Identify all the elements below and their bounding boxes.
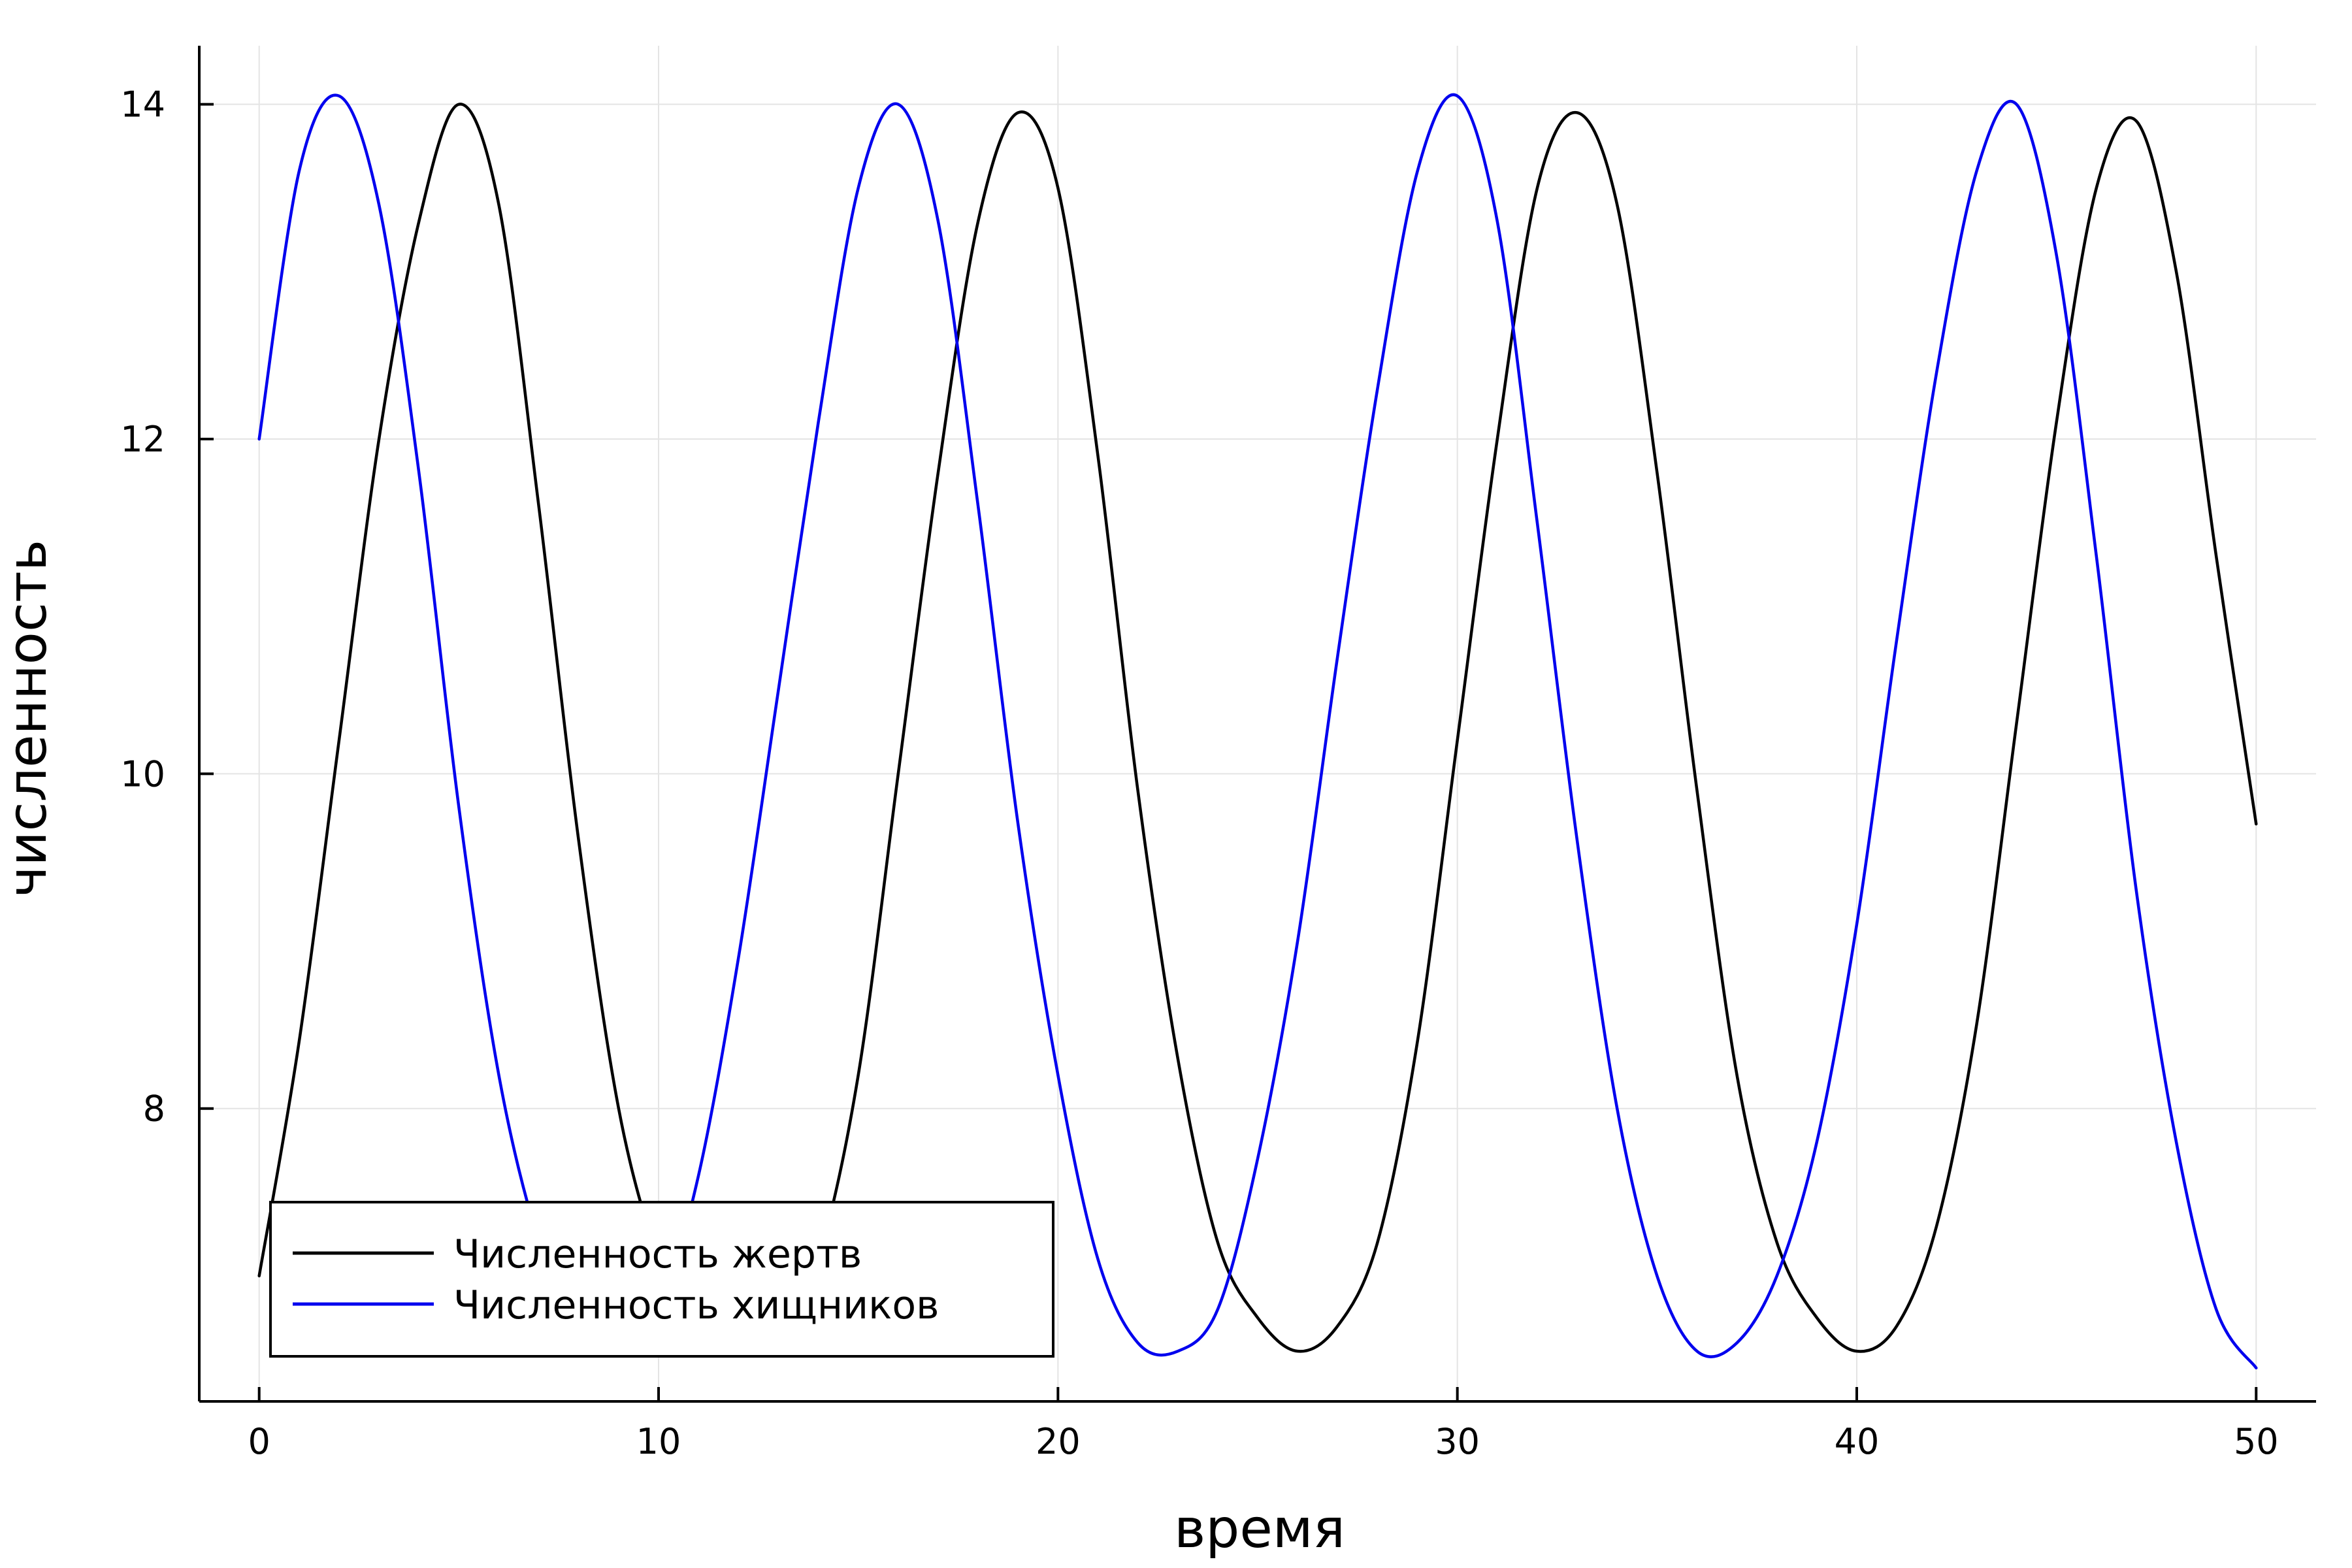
y-axis-label: численность	[0, 540, 59, 898]
prey-series-line	[257, 103, 2258, 1354]
x-tick-label: 30	[1435, 1421, 1480, 1462]
x-tick-label: 0	[248, 1421, 270, 1462]
y-tick-label: 8	[143, 1088, 165, 1130]
predator-series-line	[257, 93, 2258, 1370]
x-axis-label: время	[1174, 1498, 1345, 1560]
series-layer	[257, 93, 2258, 1370]
x-tick-label: 40	[1835, 1421, 1880, 1462]
x-tick-label: 20	[1036, 1421, 1081, 1462]
y-tick-label: 10	[120, 753, 165, 794]
x-tick-label: 10	[636, 1421, 681, 1462]
grid	[199, 46, 2316, 1401]
x-tick-label: 50	[2234, 1421, 2279, 1462]
legend-box	[269, 1201, 1054, 1358]
legend-label-prey: Численность жертв	[453, 1232, 862, 1277]
y-tick-label: 12	[120, 419, 165, 460]
legend: Численность жертв Численность хищников	[269, 1201, 1054, 1358]
ticks: 0 10 20 30 40 50 8 10 12 14	[120, 84, 2278, 1462]
y-tick-label: 14	[120, 84, 165, 125]
legend-label-predator: Численность хищников	[453, 1282, 939, 1328]
axes	[198, 46, 2316, 1403]
